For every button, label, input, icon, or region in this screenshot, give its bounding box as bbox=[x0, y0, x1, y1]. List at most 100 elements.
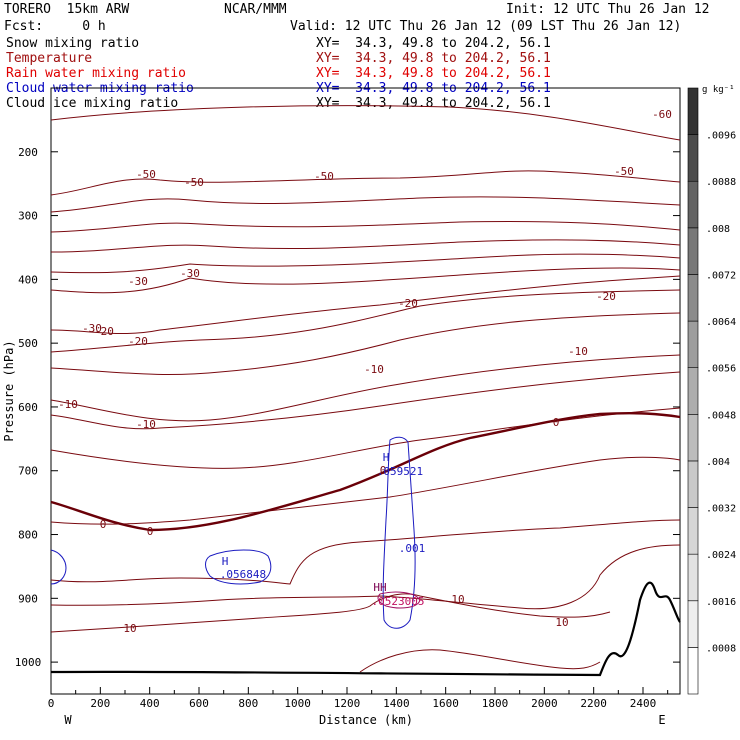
temperature-contour-6 bbox=[50, 267, 681, 294]
temperature-contour-label-10: -20 bbox=[94, 325, 114, 338]
field-xy-1: XY= 34.3, 49.8 to 204.2, 56.1 bbox=[316, 51, 551, 66]
temperature-contour-label-6: -30 bbox=[180, 267, 200, 280]
cloud-water-label-0: H bbox=[383, 451, 390, 464]
plot-frame bbox=[50, 87, 681, 695]
cloud-water-label-3: .056848 bbox=[220, 568, 266, 581]
colorbar-bin-4 bbox=[687, 460, 699, 508]
temperature-contour-16 bbox=[50, 593, 611, 633]
y-tick-label-2: 400 bbox=[18, 273, 38, 286]
y-tick-label-4: 600 bbox=[18, 401, 38, 414]
temperature-contour-label-21: 10 bbox=[555, 616, 568, 629]
y-tick-label-1: 300 bbox=[18, 210, 38, 223]
temperature-contour-label-15: -10 bbox=[136, 418, 156, 431]
colorbar-label-7: .0064 bbox=[706, 317, 736, 328]
field-xy-0: XY= 34.3, 49.8 to 204.2, 56.1 bbox=[316, 36, 551, 51]
y-axis-title: Pressure (hPa) bbox=[2, 340, 16, 441]
colorbar-bin-11 bbox=[687, 134, 699, 182]
model-title: TORERO 15km ARW bbox=[4, 2, 130, 17]
overlap-label-value: .0523005 bbox=[372, 595, 425, 608]
field-name-2: Rain water mixing ratio bbox=[6, 66, 187, 81]
x-tick-label-9: 1800 bbox=[482, 697, 509, 710]
colorbar-bin-5 bbox=[687, 414, 699, 462]
y-tick-label-5: 700 bbox=[18, 465, 38, 478]
temperature-contour-3 bbox=[50, 220, 681, 233]
x-tick-label-6: 1200 bbox=[334, 697, 361, 710]
colorbar-label-9: .008 bbox=[706, 224, 730, 235]
y-tick-label-0: 200 bbox=[18, 146, 38, 159]
temperature-contour-14 bbox=[50, 519, 681, 585]
temperature-contour-0 bbox=[50, 105, 681, 141]
temperature-contour-8 bbox=[50, 289, 681, 353]
x-tick-label-2: 400 bbox=[140, 697, 160, 710]
colorbar-label-11: .0096 bbox=[706, 131, 736, 142]
temperature-contour-label-16: 0 bbox=[100, 518, 107, 531]
colorbar-bin-9 bbox=[687, 227, 699, 275]
colorbar-unit: g kg⁻¹ bbox=[702, 85, 735, 95]
temperature-contour-label-7: -30 bbox=[82, 322, 102, 335]
init-time: Init: 12 UTC Thu 26 Jan 12 bbox=[506, 2, 710, 17]
colorbar-bin-3 bbox=[687, 507, 699, 555]
freezing-level-contour bbox=[50, 412, 681, 532]
temperature-contour-label-8: -20 bbox=[596, 290, 616, 303]
cloud-water-contour-edge bbox=[50, 549, 67, 585]
cloud-water-contour-west bbox=[205, 549, 272, 585]
colorbar-bin-12 bbox=[687, 87, 699, 135]
temperature-contour-10 bbox=[50, 354, 681, 422]
x-tick-label-12: 2400 bbox=[630, 697, 657, 710]
colorbar-label-0: .0008 bbox=[706, 643, 736, 654]
center-name: NCAR/MMM bbox=[224, 2, 287, 17]
x-end-label-east: E bbox=[658, 713, 665, 727]
colorbar-bin-2 bbox=[687, 553, 699, 602]
temperature-contour-label-13: -10 bbox=[364, 363, 384, 376]
x-tick-label-1: 200 bbox=[90, 697, 110, 710]
temperature-contour-label-22: 10 bbox=[451, 593, 464, 606]
temperature-contour-label-20: 10 bbox=[123, 622, 136, 635]
cloud-water-contour-column bbox=[382, 436, 416, 629]
x-tick-label-0: 0 bbox=[48, 697, 55, 710]
cloud-water-label-2: H bbox=[222, 555, 229, 568]
colorbar-bin-8 bbox=[687, 274, 699, 322]
temperature-contour-label-4: -50 bbox=[614, 165, 634, 178]
cloud-water-label-4: .001 bbox=[399, 542, 426, 555]
temperature-contour-9 bbox=[50, 312, 681, 376]
colorbar-bin-7 bbox=[687, 320, 699, 368]
temperature-contour-label-3: -50 bbox=[314, 170, 334, 183]
field-xy-2: XY= 34.3, 49.8 to 204.2, 56.1 bbox=[316, 66, 551, 81]
temperature-contour-2 bbox=[50, 196, 681, 213]
y-tick-label-7: 900 bbox=[18, 592, 38, 605]
x-tick-label-8: 1600 bbox=[432, 697, 459, 710]
colorbar-bin-1 bbox=[687, 600, 699, 648]
y-tick-label-6: 800 bbox=[18, 529, 38, 542]
temperature-contour-17 bbox=[359, 649, 601, 673]
cloud-water-label-1: .059521 bbox=[377, 465, 423, 478]
y-tick-label-3: 500 bbox=[18, 337, 38, 350]
temperature-contour-7 bbox=[50, 275, 681, 335]
temperature-contour-label-19: 0 bbox=[553, 416, 560, 429]
overlap-label-h: HH bbox=[373, 581, 386, 594]
temperature-contour-label-17: 0 bbox=[147, 525, 154, 538]
temperature-contour-label-0: -60 bbox=[652, 108, 672, 121]
temperature-contour-4 bbox=[50, 239, 681, 253]
temperature-contour-label-1: -50 bbox=[136, 168, 156, 181]
colorbar-label-8: .0072 bbox=[706, 270, 736, 281]
temperature-contour-label-11: -20 bbox=[128, 335, 148, 348]
x-tick-label-5: 1000 bbox=[284, 697, 311, 710]
x-tick-label-10: 2000 bbox=[531, 697, 558, 710]
temperature-contour-5 bbox=[50, 253, 681, 274]
x-axis-title: Distance (km) bbox=[319, 713, 413, 727]
temperature-contour-1 bbox=[50, 170, 681, 196]
field-xy-4: XY= 34.3, 49.8 to 204.2, 56.1 bbox=[316, 96, 551, 111]
colorbar-label-6: .0056 bbox=[706, 364, 736, 375]
temperature-contour-label-5: -30 bbox=[128, 275, 148, 288]
temperature-contour-15 bbox=[50, 544, 681, 610]
terrain-line bbox=[50, 581, 681, 677]
x-tick-label-3: 600 bbox=[189, 697, 209, 710]
field-name-4: Cloud ice mixing ratio bbox=[6, 96, 179, 111]
x-tick-label-11: 2200 bbox=[580, 697, 607, 710]
colorbar-label-5: .0048 bbox=[706, 410, 736, 421]
y-tick-label-8: 1000 bbox=[15, 656, 42, 669]
temperature-contour-label-14: -10 bbox=[58, 398, 78, 411]
temperature-contour-label-18: 0 bbox=[380, 464, 387, 477]
x-tick-label-7: 1400 bbox=[383, 697, 410, 710]
